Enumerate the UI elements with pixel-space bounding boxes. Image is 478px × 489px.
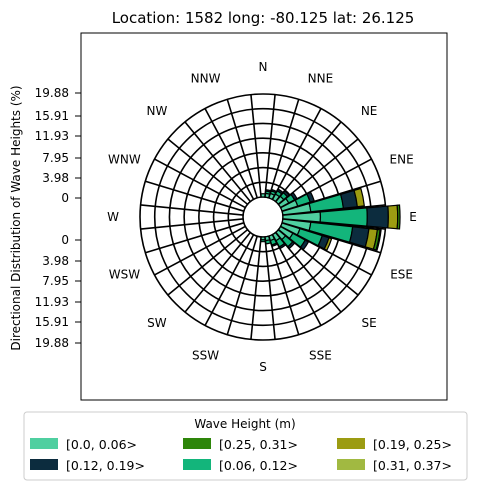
legend-label: [0.19, 0.25> bbox=[373, 437, 452, 452]
grid-spoke bbox=[271, 108, 322, 200]
y-axis-label: Directional Distribution of Wave Heights… bbox=[9, 85, 23, 350]
grid-spoke bbox=[264, 94, 276, 198]
bar-segment bbox=[353, 187, 365, 208]
legend-swatch bbox=[30, 438, 58, 449]
grid-spoke bbox=[145, 222, 245, 254]
direction-label: NNW bbox=[191, 71, 221, 85]
radial-tick-label: 0 bbox=[61, 233, 69, 247]
direction-label: NW bbox=[146, 104, 167, 118]
legend-swatch bbox=[30, 459, 58, 470]
bar-segment bbox=[278, 242, 287, 250]
bar-segment bbox=[323, 237, 333, 252]
legend-label: [0.12, 0.19> bbox=[66, 458, 145, 473]
direction-label: NNE bbox=[308, 71, 334, 85]
direction-label: SSE bbox=[309, 349, 332, 363]
grid-spoke bbox=[226, 99, 258, 199]
grid-spoke bbox=[268, 99, 300, 199]
legend-swatch bbox=[337, 438, 365, 449]
radial-tick-labels: 19.88 15.91 11.93 7.95 3.98 0 0 3.98 7.95 11.93 15… bbox=[35, 86, 81, 350]
grid-spoke bbox=[204, 234, 255, 326]
legend: Wave Height (m) [0.0, 0.06> [0.12, 0.19> [0… bbox=[23, 411, 468, 481]
grid-spoke bbox=[250, 94, 262, 198]
bar-segment bbox=[299, 239, 310, 251]
direction-label: W bbox=[107, 210, 119, 224]
grid-spoke bbox=[184, 231, 251, 313]
direction-label: E bbox=[409, 210, 417, 224]
grid-spoke bbox=[275, 121, 342, 203]
grid-spoke bbox=[145, 180, 245, 212]
direction-label: ESE bbox=[390, 267, 413, 281]
direction-bars bbox=[244, 187, 401, 252]
grid-spoke bbox=[271, 234, 322, 326]
direction-label: SSW bbox=[192, 349, 219, 363]
bar-segment bbox=[287, 241, 296, 250]
radial-tick-label: 7.95 bbox=[42, 274, 69, 288]
direction-label: NE bbox=[361, 104, 378, 118]
radial-tick-label: 3.98 bbox=[42, 254, 69, 268]
grid-spoke bbox=[167, 138, 249, 205]
bar-segment bbox=[264, 239, 272, 245]
grid-spoke bbox=[268, 235, 300, 335]
bar-segment bbox=[290, 191, 298, 201]
center-hole bbox=[244, 198, 282, 236]
direction-label: SE bbox=[361, 316, 376, 330]
radial-tick-label: 19.88 bbox=[35, 86, 69, 100]
radial-tick-label: 15.91 bbox=[35, 109, 69, 123]
grid-spoke bbox=[226, 235, 258, 335]
grid-spoke bbox=[167, 229, 249, 296]
radial-tick-label: 3.98 bbox=[42, 171, 69, 185]
bar-segment bbox=[282, 190, 290, 198]
bar-segment bbox=[270, 188, 278, 194]
direction-labels: N NNE NE ENE E ESE SE SSE S SSW SW WSW W WNW NW NNW bbox=[107, 60, 417, 374]
bar-segment bbox=[396, 204, 401, 230]
grid-spoke bbox=[154, 158, 246, 209]
direction-label: N bbox=[259, 60, 268, 74]
radial-tick-label: 15.91 bbox=[35, 315, 69, 329]
grid-spoke bbox=[140, 218, 244, 230]
radial-tick-label: 19.88 bbox=[35, 336, 69, 350]
bar-segment bbox=[271, 242, 279, 248]
radial-tick-label: 11.93 bbox=[35, 295, 69, 309]
bar-segment bbox=[276, 188, 284, 195]
plot-frame bbox=[80, 32, 448, 401]
bar-segment bbox=[387, 204, 399, 230]
grid-spoke bbox=[140, 204, 244, 216]
direction-label: WSW bbox=[109, 267, 140, 281]
legend-swatch bbox=[337, 459, 365, 470]
bar-segment bbox=[260, 193, 266, 198]
bar-segment bbox=[375, 229, 382, 251]
direction-label: S bbox=[259, 360, 267, 374]
legend-label: [0.06, 0.12> bbox=[219, 458, 298, 473]
grid-spoke bbox=[184, 121, 251, 203]
grid-spoke bbox=[264, 236, 276, 340]
legend-title: Wave Height (m) bbox=[194, 417, 295, 431]
legend-label: [0.31, 0.37> bbox=[373, 458, 452, 473]
bar-segment bbox=[260, 239, 266, 243]
chart-title: Location: 1582 long: -80.125 lat: 26.125 bbox=[112, 9, 415, 27]
legend-swatch bbox=[183, 459, 211, 470]
bar-segment bbox=[265, 189, 272, 193]
radial-tick-label: 7.95 bbox=[42, 151, 69, 165]
legend-label: [0.0, 0.06> bbox=[66, 437, 137, 452]
direction-label: WNW bbox=[108, 153, 141, 167]
bar-segment bbox=[306, 191, 315, 203]
bar-segment bbox=[366, 205, 389, 229]
direction-label: ENE bbox=[390, 153, 414, 167]
radial-tick-label: 11.93 bbox=[35, 129, 69, 143]
direction-label: SW bbox=[147, 316, 167, 330]
radial-tick-label: 0 bbox=[61, 191, 69, 205]
legend-label: [0.25, 0.31> bbox=[219, 437, 298, 452]
grid-spoke bbox=[204, 108, 255, 200]
grid-spoke bbox=[250, 236, 262, 340]
legend-swatch bbox=[183, 438, 211, 449]
grid-spoke bbox=[154, 225, 246, 276]
